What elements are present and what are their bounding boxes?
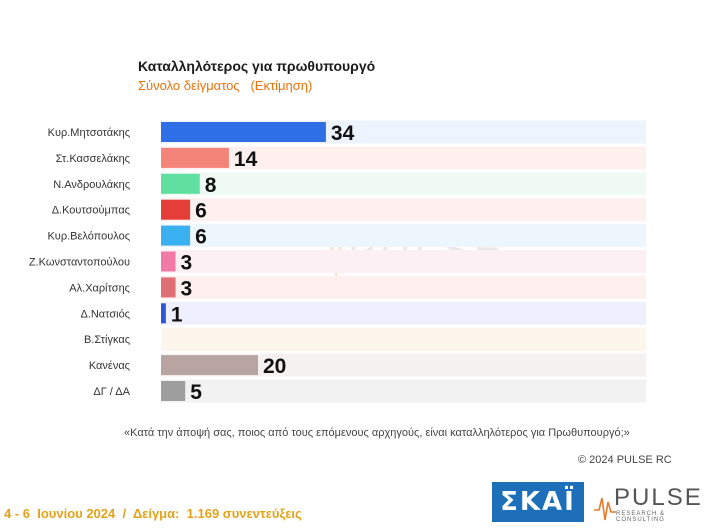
value-label: 14 <box>234 148 258 171</box>
value-label: 34 <box>331 122 355 145</box>
pulse-logo-word: PULSE <box>614 484 703 511</box>
pulse-logo: PULSE RESEARCH & CONSULTING <box>594 484 702 524</box>
bar <box>161 251 176 272</box>
bar <box>161 225 191 246</box>
value-label: 6 <box>195 226 207 249</box>
chart-title: Καταλληλότερος για πρωθυπουργό <box>138 58 376 74</box>
value-label: 20 <box>263 355 286 378</box>
bar <box>161 122 326 142</box>
chart-subtitle: Σύνολο δείγματος (Εκτίμηση) <box>138 78 313 93</box>
bar <box>161 303 166 324</box>
pulse-logo-subtitle: RESEARCH & CONSULTING <box>616 511 666 523</box>
survey-question: «Κατά την άποψή σας, ποιος από τους επόμ… <box>124 427 630 439</box>
row-background <box>161 250 646 273</box>
category-label: Στ.Κασσελάκης <box>56 153 130 165</box>
value-label: 5 <box>190 381 202 404</box>
pulse-wave-icon <box>594 497 616 521</box>
bar <box>161 381 186 401</box>
value-label: 3 <box>181 277 193 300</box>
row-background <box>161 198 646 222</box>
category-label: Κυρ.Βελόπουλος <box>47 231 130 243</box>
row-background <box>161 275 646 299</box>
category-label: ΔΓ / ΔΑ <box>93 386 130 398</box>
bar <box>161 277 176 298</box>
category-label: Δ.Κουτσούμπας <box>52 205 130 217</box>
category-label: Αλ.Χαρίτσης <box>69 282 130 294</box>
bar <box>161 173 200 194</box>
skai-logo: ΣΚΑΪ <box>492 482 584 522</box>
row-background <box>161 301 646 325</box>
copyright: © 2024 PULSE RC <box>578 454 672 466</box>
bar <box>161 199 191 220</box>
bar <box>161 147 229 168</box>
category-label: Κυρ.Μητσοτάκης <box>48 127 130 139</box>
value-label: 3 <box>181 252 193 275</box>
value-label: 8 <box>205 174 217 197</box>
row-background <box>161 353 646 377</box>
row-background <box>161 327 646 351</box>
bar <box>161 355 258 376</box>
category-label: Κανένας <box>89 360 130 372</box>
value-label: 6 <box>195 200 207 223</box>
category-label: Ν.Ανδρουλάκης <box>53 179 130 191</box>
category-label: Ζ.Κωνσταντοπούλου <box>29 257 130 269</box>
row-background <box>161 224 646 248</box>
row-background <box>161 146 646 170</box>
value-label: 1 <box>171 303 183 326</box>
row-background <box>161 172 646 196</box>
category-label: Β.Στίγκας <box>84 334 130 346</box>
category-label: Δ.Νατσιός <box>80 308 130 320</box>
survey-date-sample: 4 - 6 Ιουνίου 2024 / Δείγμα: 1.169 συνεν… <box>4 506 302 521</box>
row-background <box>161 379 646 403</box>
